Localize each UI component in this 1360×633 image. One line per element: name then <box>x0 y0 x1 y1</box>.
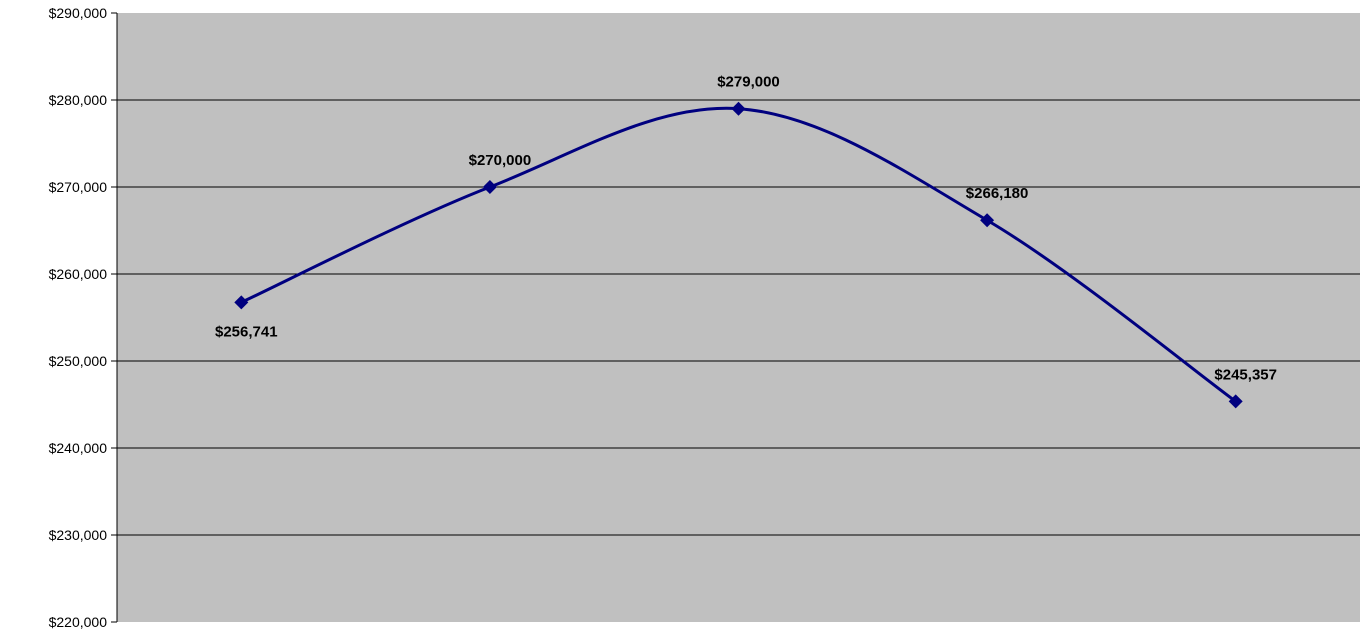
data-point-marker <box>980 213 995 228</box>
y-tick-label: $240,000 <box>49 440 108 456</box>
data-point-marker <box>482 180 497 194</box>
data-label: $270,000 <box>469 152 532 169</box>
y-tick-label: $270,000 <box>49 179 108 195</box>
data-label: $279,000 <box>717 74 780 91</box>
data-point-marker <box>731 101 746 116</box>
data-point-marker <box>234 295 249 310</box>
series <box>234 101 1243 409</box>
data-label: $266,180 <box>966 185 1029 202</box>
data-label: $245,357 <box>1214 366 1277 383</box>
data-label: $256,741 <box>215 323 278 340</box>
gridlines <box>117 99 1360 536</box>
y-tick-label: $260,000 <box>49 266 108 282</box>
y-tick-label: $290,000 <box>49 5 108 21</box>
y-axis-ticks: $220,000 $230,000 $240,000 $250,000 $260,000… <box>49 5 117 630</box>
data-labels: $256,741 $270,000 $279,000 $266,180 $245,357 <box>215 74 1277 384</box>
y-tick-label: $230,000 <box>49 527 108 543</box>
y-tick-label: $250,000 <box>49 353 108 369</box>
y-tick-label: $280,000 <box>49 92 108 108</box>
y-tick-label: $220,000 <box>49 614 108 630</box>
data-point-marker <box>1228 394 1243 409</box>
